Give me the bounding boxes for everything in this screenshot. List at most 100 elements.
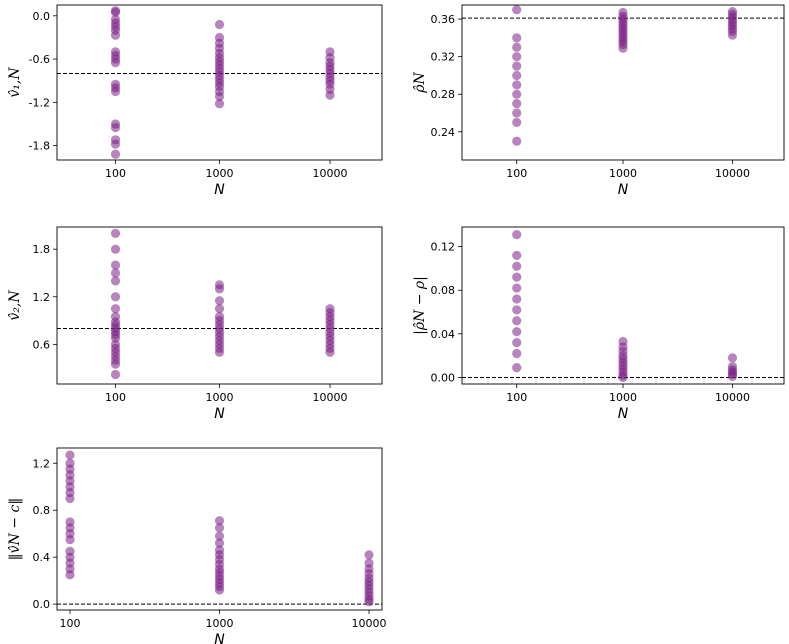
data-point: [214, 91, 225, 102]
subplot-v1: 0.0 -0.6 -1.2 -1.8 100 1000 10000 Nv̂₁,N: [7, 4, 383, 198]
data-point: [214, 516, 225, 526]
data-point: [512, 337, 522, 348]
x-axis-label: N: [214, 406, 225, 422]
y-tick-label: 0.04: [431, 328, 456, 341]
data-point: [325, 347, 335, 357]
y-tick-label: 0.12: [431, 241, 456, 254]
y-tick-label: 0.08: [431, 284, 456, 297]
data-point: [110, 139, 121, 149]
data-point: [65, 450, 75, 460]
data-point: [512, 363, 522, 373]
data-point: [110, 7, 121, 17]
y-tick-label: 0.24: [431, 126, 456, 139]
data-point: [512, 80, 522, 90]
y-tick-label: -0.6: [29, 53, 50, 66]
subplot-norm: 1.2 0.8 0.4 0.0 100 1000 10000 N ‖v̂N − c‖: [7, 447, 387, 644]
data-point: [214, 19, 225, 30]
data-point: [214, 99, 225, 109]
x-tick-label: 1000: [206, 391, 234, 404]
data-point: [512, 42, 522, 52]
data-point: [512, 5, 522, 15]
data-point: [512, 250, 522, 260]
data-point: [110, 333, 121, 343]
subplot-v2: 1.8 1.2 0.6 100 1000 10000 Nv̂₂,N: [7, 226, 383, 422]
y-axis-label: v̂₂,N: [7, 290, 23, 321]
data-point: [727, 371, 738, 381]
x-tick-label: 10000: [715, 391, 750, 404]
data-point: [110, 244, 121, 254]
x-tick-label: 1000: [609, 167, 637, 180]
x-axis-label: N: [214, 182, 225, 198]
data-point: [214, 585, 225, 595]
data-point: [512, 348, 522, 359]
data-point: [110, 260, 121, 270]
data-point: [214, 347, 225, 357]
y-tick-label: 1.8: [33, 243, 51, 256]
data-point: [364, 597, 374, 607]
data-point: [110, 58, 121, 68]
y-axis-label: ‖v̂N − c‖: [7, 498, 23, 561]
data-point: [512, 117, 522, 128]
data-point: [110, 86, 121, 97]
y-tick-label: 0.6: [33, 338, 51, 351]
data-point: [512, 261, 522, 271]
data-point: [110, 122, 121, 133]
data-point: [512, 70, 522, 81]
x-tick-label: 10000: [313, 391, 348, 404]
y-axis-label: ρ̂N: [412, 72, 428, 94]
data-point: [618, 43, 628, 53]
data-point: [65, 493, 75, 504]
data-point: [110, 228, 121, 238]
y-tick-label: -1.8: [29, 140, 50, 153]
data-point: [512, 33, 522, 43]
subplot-rho: 0.36 0.32 0.28 0.24 100 1000 10000 Nρ̂N: [412, 4, 785, 198]
data-point: [727, 30, 738, 40]
x-tick-label: 100: [60, 617, 81, 630]
data-point: [214, 296, 225, 306]
data-point: [65, 570, 75, 580]
y-tick-label: 0.8: [33, 504, 51, 517]
data-point: [618, 372, 628, 383]
x-tick-label: 100: [105, 167, 126, 180]
data-point: [110, 304, 121, 314]
data-point: [512, 61, 522, 71]
data-point: [512, 327, 522, 337]
y-axis-label: |ρ̂N − ρ|: [412, 276, 428, 335]
y-tick-label: 1.2: [33, 291, 51, 304]
data-point: [110, 276, 121, 286]
data-point: [214, 538, 225, 548]
data-point: [214, 284, 225, 294]
data-point: [110, 30, 121, 40]
y-axis-label: v̂₁,N: [7, 67, 23, 98]
data-point: [512, 316, 522, 326]
x-axis-label: N: [618, 406, 629, 422]
x-tick-label: 100: [105, 391, 126, 404]
y-tick-label: 0.32: [431, 51, 456, 64]
data-point: [110, 149, 121, 159]
data-point: [512, 230, 522, 240]
subplot-absdiff: 0.12 0.08 0.04 0.00 100 1000 10000 N |ρ̂N − ρ|: [412, 226, 785, 422]
x-tick-label: 1000: [206, 617, 234, 630]
x-tick-label: 1000: [206, 167, 234, 180]
data-point: [512, 52, 522, 62]
x-axis-label: N: [214, 632, 225, 644]
data-point: [110, 292, 121, 302]
data-point: [214, 523, 225, 533]
y-tick-label: 0.36: [431, 13, 456, 26]
data-point: [512, 89, 522, 99]
x-tick-label: 10000: [352, 617, 387, 630]
data-point: [512, 283, 522, 293]
data-point: [110, 359, 121, 369]
x-tick-label: 1000: [609, 391, 637, 404]
y-tick-label: -1.2: [29, 96, 50, 109]
x-axis-label: N: [618, 182, 629, 198]
y-tick-label: 0.28: [431, 88, 456, 101]
data-point: [325, 90, 335, 100]
y-tick-label: 0.4: [33, 551, 51, 564]
data-point: [727, 353, 738, 363]
data-point: [65, 534, 75, 545]
y-tick-label: 0.0: [33, 10, 51, 23]
data-point: [110, 369, 121, 380]
data-point: [110, 268, 121, 278]
